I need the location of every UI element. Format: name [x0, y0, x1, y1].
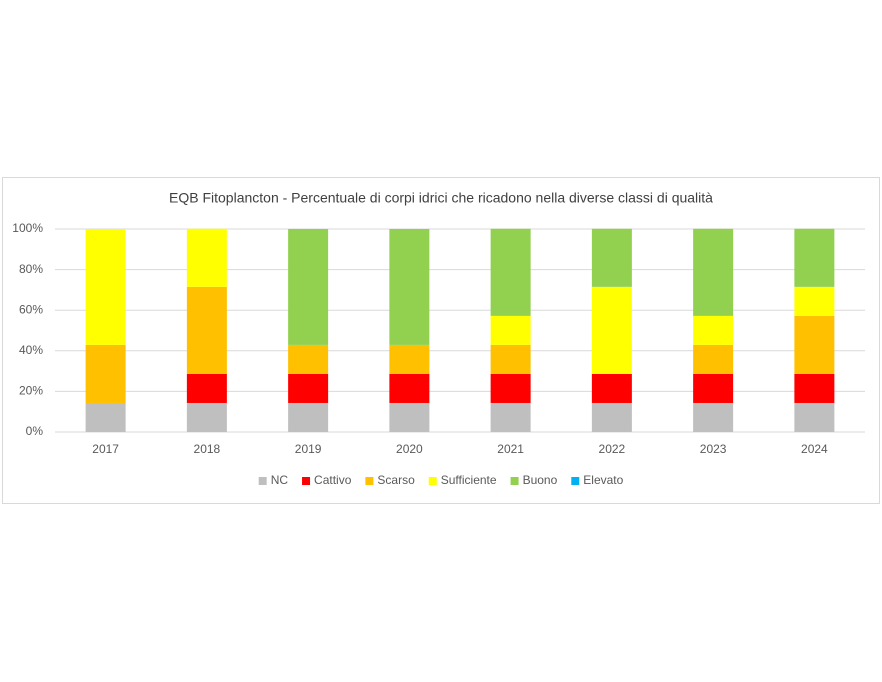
chart-title: EQB Fitoplancton - Percentuale di corpi …	[169, 190, 713, 206]
bar-segment	[693, 228, 734, 316]
bar-segment	[490, 344, 531, 374]
legend-label: Cattivo	[314, 473, 352, 487]
bar-segment	[693, 315, 734, 345]
x-tick-label: 2022	[599, 442, 626, 456]
legend-swatch	[428, 477, 437, 485]
x-tick-label: 2021	[497, 442, 524, 456]
legend-swatch	[302, 477, 311, 485]
x-tick-label: 2019	[295, 442, 322, 456]
bar-segment	[288, 344, 329, 374]
bar-segment	[794, 286, 835, 316]
legend-swatch	[571, 477, 580, 485]
y-tick-label: 100%	[12, 221, 43, 235]
bar-segment	[490, 373, 531, 403]
bar-segment	[693, 402, 734, 432]
bar-segment	[389, 402, 430, 432]
chart-frame	[2, 177, 880, 504]
x-tick-label: 2020	[396, 442, 423, 456]
legend-label: Elevato	[583, 473, 623, 487]
x-tick-label: 2023	[700, 442, 727, 456]
legend-label: Sufficiente	[441, 473, 497, 487]
bar-segment	[591, 286, 632, 374]
bar-segment	[693, 373, 734, 403]
bar-segment	[591, 228, 632, 287]
bar-segment	[693, 344, 734, 374]
bar-segment	[85, 344, 126, 403]
bar-segment	[490, 228, 531, 316]
legend-swatch	[258, 477, 267, 485]
bar-segment	[794, 402, 835, 432]
bar-segment	[288, 229, 329, 345]
bar-segment	[794, 228, 835, 287]
bar-segment	[85, 402, 126, 432]
y-tick-label: 40%	[19, 343, 43, 357]
bar-segment	[490, 402, 531, 432]
y-tick-label: 80%	[19, 262, 43, 276]
bar-segment	[490, 315, 531, 345]
y-tick-label: 0%	[26, 424, 44, 438]
bar-segment	[186, 402, 227, 432]
x-tick-label: 2018	[194, 442, 221, 456]
x-tick-label: 2024	[801, 442, 828, 456]
bar-segment	[591, 402, 632, 432]
legend-label: Buono	[523, 473, 558, 487]
bar-segment	[591, 373, 632, 403]
bar-segment	[186, 228, 227, 287]
bar-segment	[794, 373, 835, 403]
bar-segment	[389, 229, 430, 345]
y-tick-label: 60%	[19, 302, 43, 316]
y-tick-label: 20%	[19, 384, 43, 398]
bar-segment	[288, 373, 329, 403]
bar-segment	[389, 344, 430, 374]
x-tick-label: 2017	[92, 442, 119, 456]
bar-segment	[794, 315, 835, 374]
legend-label: NC	[271, 473, 289, 487]
bar-segment	[288, 402, 329, 432]
legend-swatch	[365, 477, 374, 485]
legend-swatch	[510, 477, 519, 485]
bar-segment	[85, 229, 126, 345]
bar-segment	[389, 373, 430, 403]
bar-segment	[186, 373, 227, 403]
legend-label: Scarso	[377, 473, 415, 487]
bar-segment	[186, 286, 227, 374]
